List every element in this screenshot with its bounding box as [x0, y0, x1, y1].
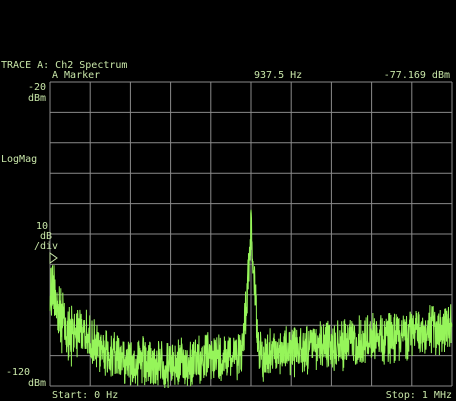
scale-mode-label: LogMag	[1, 154, 38, 165]
chart-grid	[49, 81, 453, 387]
marker-value: -77.169 dBm	[383, 70, 450, 81]
marker-label: A Marker	[52, 70, 101, 81]
trace-title: TRACE A: Ch2 Spectrum	[1, 60, 128, 71]
scale-per-division-label: /div	[34, 241, 59, 252]
y-axis-top-value: -20	[27, 82, 46, 93]
spectrum-trace	[49, 209, 453, 389]
scale-per-division-value: 10	[36, 221, 49, 232]
x-axis-start-label: Start: 0 Hz	[52, 390, 119, 401]
scale-per-division-unit: dB	[40, 231, 53, 242]
marker-indicator	[49, 252, 58, 264]
x-axis-stop-label: Stop: 1 MHz	[385, 390, 452, 401]
y-axis-bottom-value: -120	[6, 367, 31, 378]
y-axis-top-unit: dBm	[28, 93, 47, 104]
marker-frequency: 937.5 Hz	[254, 70, 303, 81]
y-axis-bottom-unit: dBm	[28, 378, 47, 389]
